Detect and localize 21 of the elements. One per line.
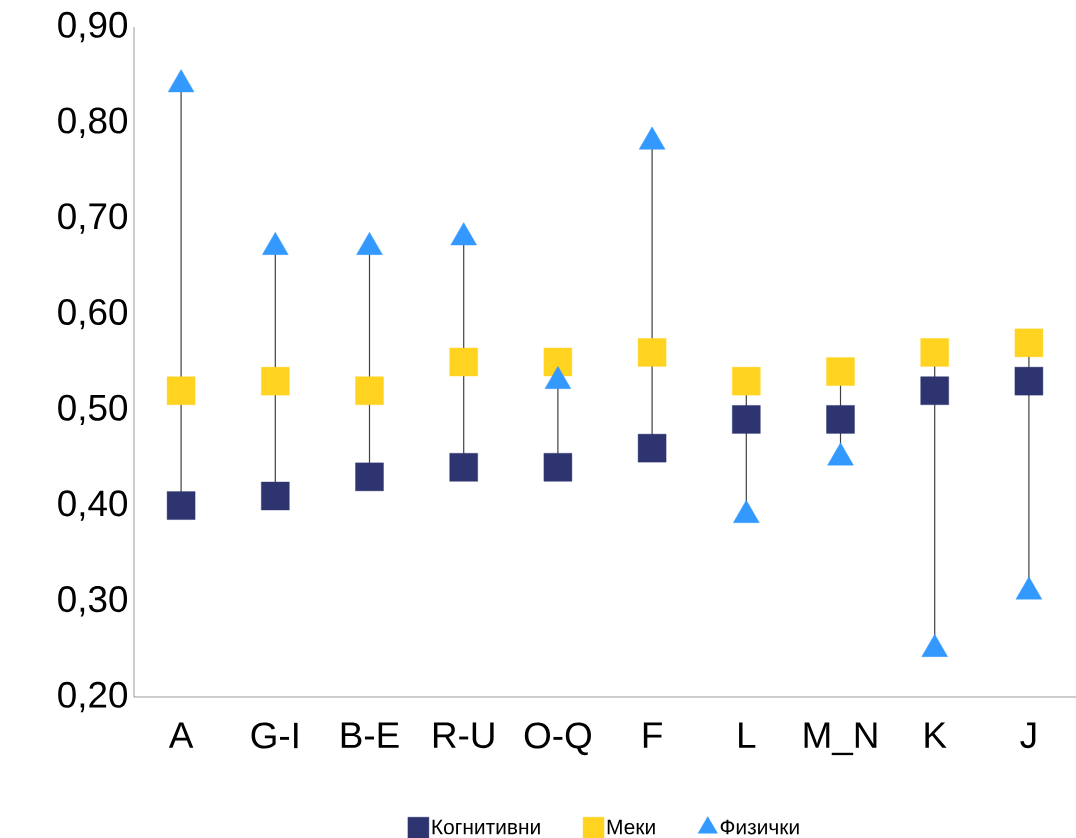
y-tick-label: 0,50 <box>58 394 128 426</box>
y-tick-label: 0,20 <box>58 681 128 713</box>
y-tick-label: 0,90 <box>58 11 128 43</box>
x-tick-label: R-U <box>433 722 494 749</box>
y-tick-label: 0,40 <box>58 490 128 521</box>
x-tick-label: J <box>1020 722 1036 749</box>
legend-label: Физички <box>720 819 799 835</box>
x-tick-label: K <box>925 722 947 748</box>
y-tick-label: 0,30 <box>58 586 128 617</box>
legend-label: Когнитивни <box>432 819 540 835</box>
x-tick-label: G-I <box>251 722 298 749</box>
x-tick-label: O-Q <box>524 722 591 756</box>
x-tick-label: L <box>739 722 756 748</box>
x-tick-label: M_N <box>804 722 877 756</box>
legend-label: Меки <box>607 819 655 835</box>
x-tick-label: F <box>643 722 662 748</box>
x-tick-label: B-E <box>341 722 399 748</box>
x-tick-label: A <box>168 722 194 748</box>
y-tick-label: 0,70 <box>58 203 128 234</box>
y-tick-label: 0,80 <box>58 107 128 138</box>
y-tick-label: 0,60 <box>58 298 128 330</box>
